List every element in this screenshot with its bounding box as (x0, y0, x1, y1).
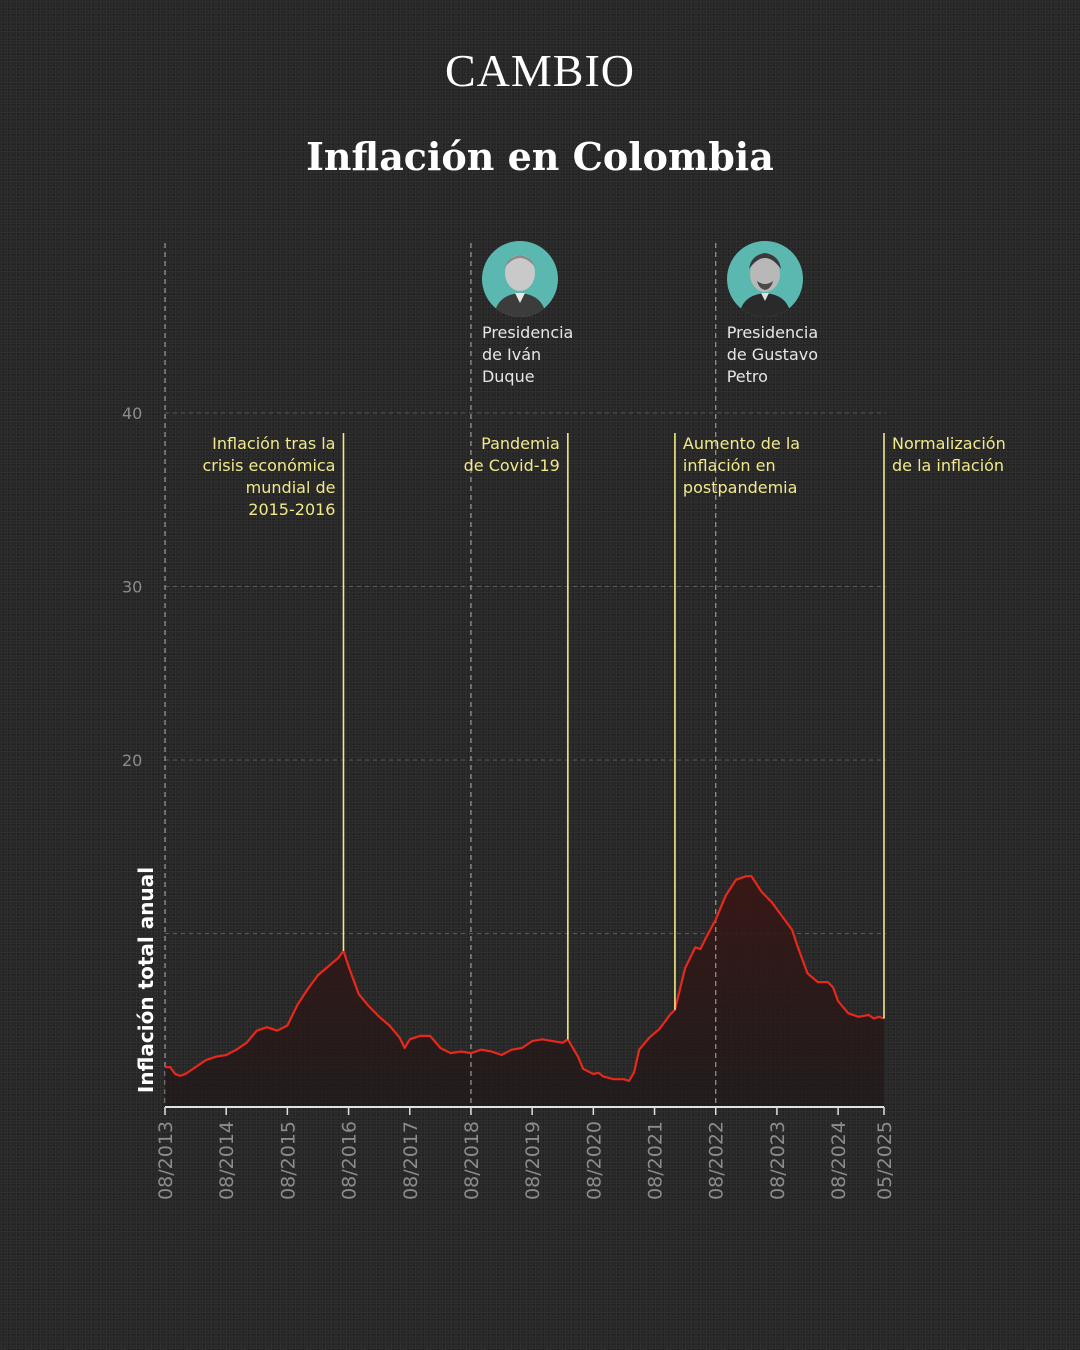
presidency-label-duque: Presidencia de Iván Duque (481, 323, 574, 386)
area-layer (165, 876, 884, 1107)
x-tick-label: 08/2021 (645, 1121, 667, 1200)
y-tick-label: 20 (122, 751, 142, 770)
y-axis-label: Inflación total anual (134, 866, 158, 1094)
grid-lines (164, 243, 886, 1107)
annotation-crisis-2015: Inflación tras la crisis económica mundi… (202, 434, 336, 519)
brand-logo: CAMBIO (444, 45, 636, 96)
x-tick-label: 08/2015 (277, 1121, 299, 1200)
series-area (165, 876, 884, 1107)
y-tick-label: 40 (122, 404, 142, 423)
x-tick-label: 08/2014 (216, 1121, 238, 1200)
y-tick-label: 30 (122, 578, 142, 597)
annotation-covid: Pandemia de Covid-19 (463, 434, 560, 475)
annotation-lines (342, 433, 885, 1040)
x-tick-label: 05/2025 (874, 1121, 896, 1200)
chart-title: Inflación en Colombia (306, 134, 774, 179)
x-tick-label: 08/2019 (522, 1121, 544, 1200)
x-tick-label: 08/2022 (706, 1121, 728, 1200)
x-tick-label: 08/2023 (767, 1121, 789, 1200)
axis-layer: 20 30 40 08/2013 08/2014 08/2015 08/2016 08/201… (122, 404, 896, 1200)
x-tick-label: 08/2016 (339, 1121, 361, 1200)
x-tick-label: 08/2020 (583, 1121, 605, 1200)
x-tick-label: 08/2013 (155, 1121, 177, 1200)
x-tick-label: 08/2024 (828, 1121, 850, 1200)
gustavo-petro-portrait (726, 241, 803, 317)
x-tick-label: 08/2018 (461, 1121, 483, 1200)
annotation-postpandemic: Aumento de la inflación en postpandemia (682, 434, 801, 497)
ivan-duque-portrait (481, 241, 558, 317)
annotation-normalization: Normalización de la inflación (892, 434, 1006, 475)
series-layer (165, 875, 885, 1083)
x-tick-label: 08/2017 (400, 1121, 422, 1200)
presidency-label-petro: Presidencia de Gustavo Petro (726, 323, 819, 386)
presidency-lines (470, 243, 717, 1107)
series-line (165, 875, 885, 1083)
